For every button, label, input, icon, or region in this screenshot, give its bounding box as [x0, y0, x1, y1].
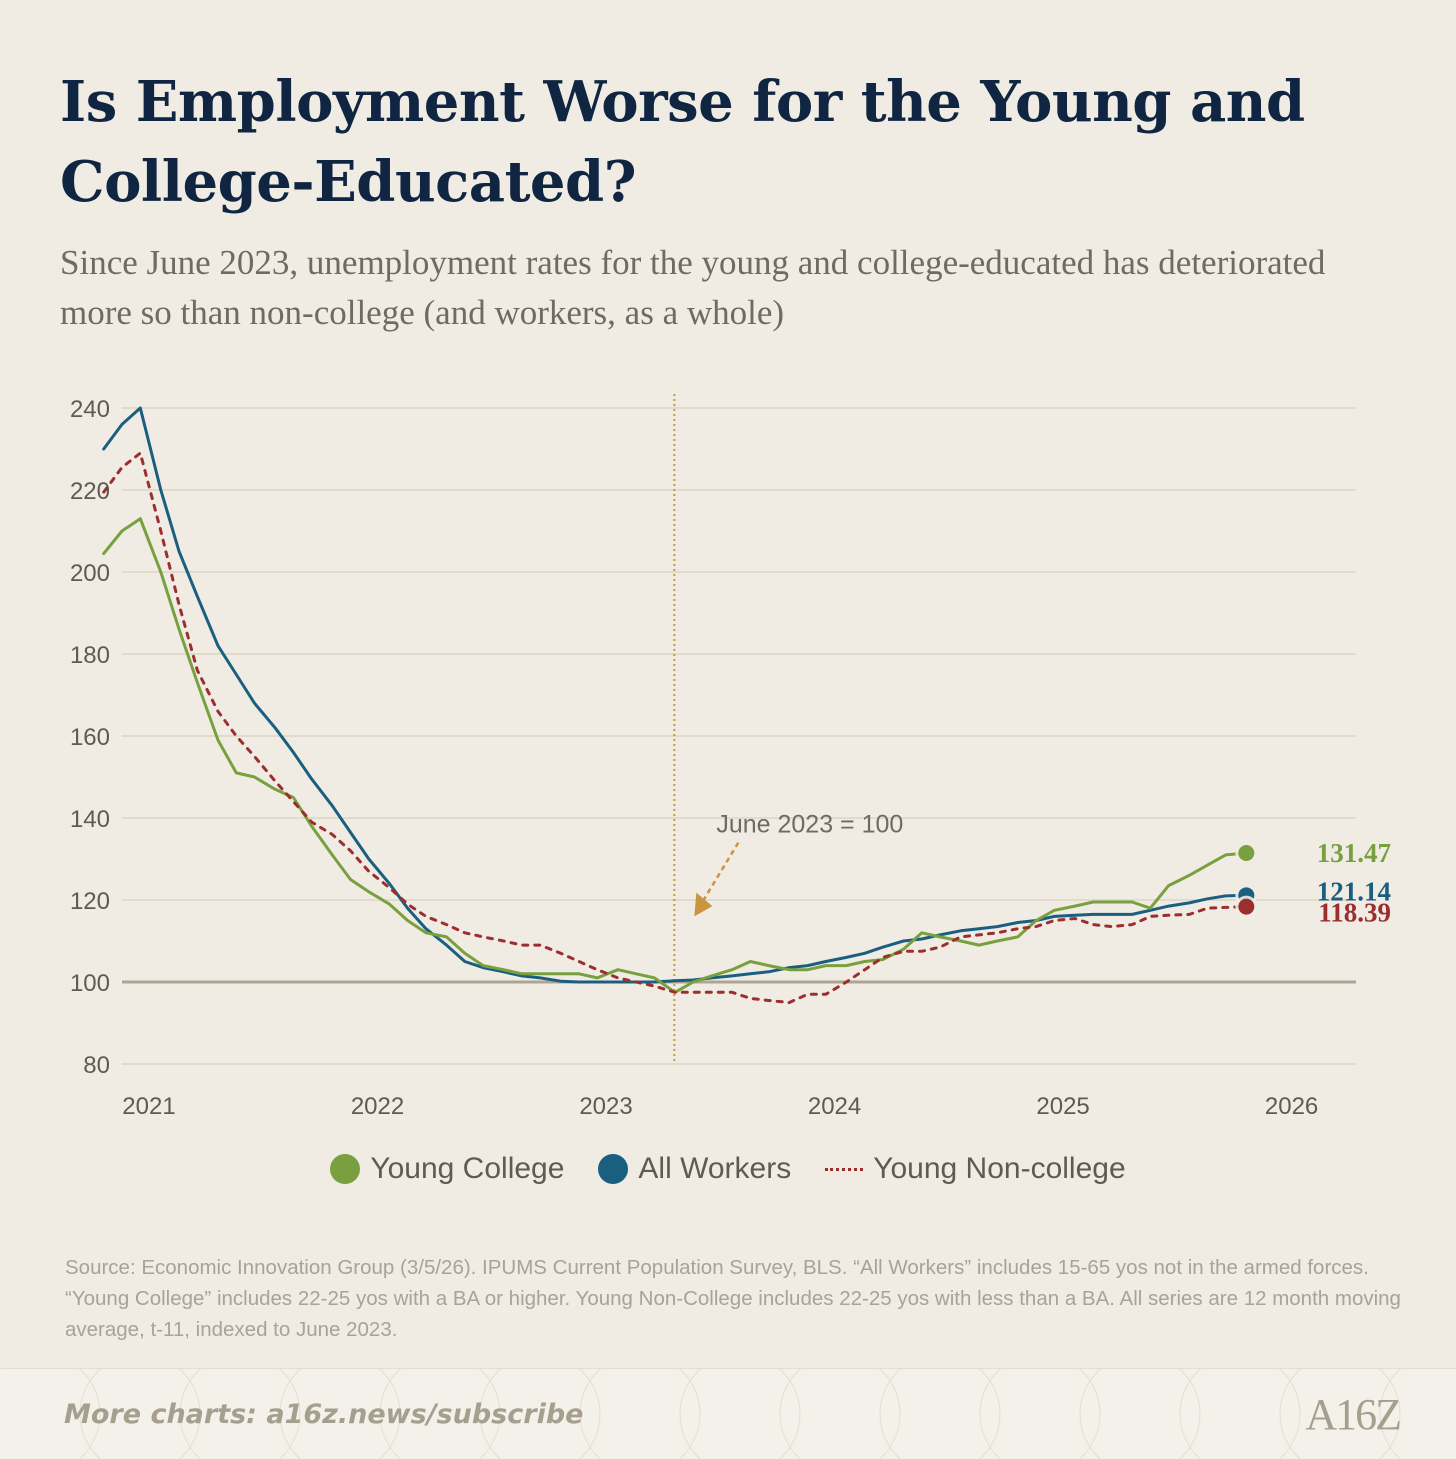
- end-marker: [1238, 844, 1255, 861]
- chart-title: Is Employment Worse for the Young and Co…: [60, 69, 1305, 215]
- y-tick-label: 180: [70, 642, 110, 669]
- legend-label: Young College: [370, 1152, 565, 1185]
- y-tick-label: 120: [70, 888, 110, 915]
- y-tick-label: 160: [70, 724, 110, 751]
- y-tick-label: 240: [70, 396, 110, 423]
- x-tick-label: 2026: [1265, 1093, 1318, 1120]
- more-charts-link[interactable]: More charts: a16z.news/subscribe: [64, 1399, 584, 1430]
- y-tick-label: 100: [70, 970, 110, 997]
- gridlines: [122, 407, 1356, 1065]
- series-lines: [102, 406, 1248, 1004]
- annotation-arrowhead: [694, 892, 713, 917]
- legend-marker-young-noncollege: [825, 1167, 864, 1171]
- y-tick-label: 80: [83, 1052, 110, 1079]
- series-young-noncollege: [102, 451, 1248, 1004]
- y-tick-label: 200: [70, 560, 110, 587]
- x-tick-label: 2022: [351, 1093, 404, 1120]
- legend-marker-young-college: [330, 1154, 361, 1184]
- end-value-label: 121.14: [1317, 876, 1391, 906]
- end-marker: [1238, 898, 1255, 915]
- legend-item-all-workers: All Workers: [598, 1152, 791, 1186]
- x-tick-label: 2021: [122, 1093, 175, 1120]
- x-tick-label: 2024: [808, 1093, 861, 1120]
- footer-pattern: [0, 1369, 1402, 1459]
- footer: More charts: a16z.news/subscribe A16Z: [0, 1368, 1456, 1459]
- legend-marker-all-workers: [598, 1154, 629, 1184]
- x-tick-label: 2023: [579, 1093, 632, 1120]
- source-note: Source: Economic Innovation Group (3/5/2…: [65, 1256, 1401, 1341]
- chart-subtitle: Since June 2023, unemployment rates for …: [60, 243, 1326, 332]
- annotation-arrow: [701, 841, 740, 903]
- y-tick-label: 140: [70, 806, 110, 833]
- a16z-logo: A16Z: [1305, 1390, 1402, 1439]
- legend-item-young-college: Young College: [330, 1152, 564, 1186]
- annotation-label: June 2023 = 100: [716, 810, 903, 838]
- legend-item-young-noncollege: Young Non-college: [825, 1152, 1126, 1186]
- legend: Young College All Workers Young Non-coll…: [0, 1152, 1456, 1186]
- end-value-label: 118.39: [1318, 898, 1391, 928]
- end-value-label: 131.47: [1317, 838, 1391, 868]
- x-tick-label: 2025: [1036, 1093, 1089, 1120]
- legend-label: Young Non-college: [873, 1152, 1126, 1185]
- annotation: June 2023 = 100: [673, 394, 903, 1064]
- legend-label: All Workers: [638, 1152, 792, 1185]
- series-all-workers: [102, 406, 1248, 984]
